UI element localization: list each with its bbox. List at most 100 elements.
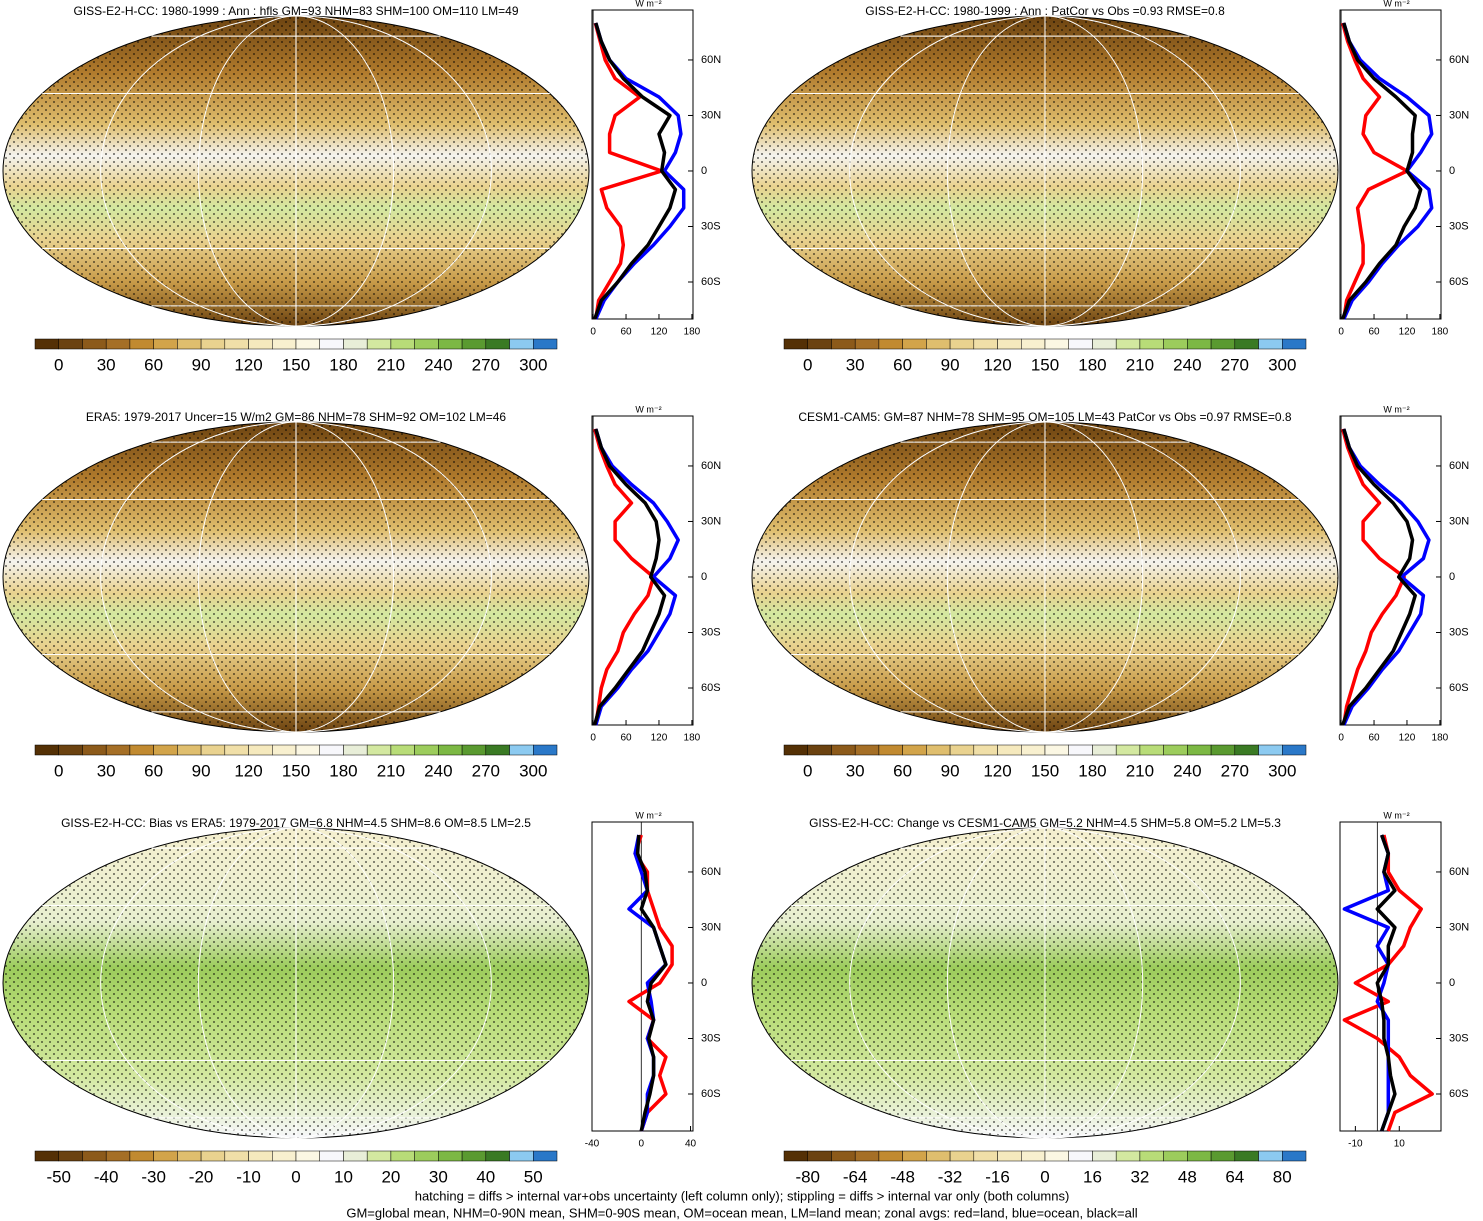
colorbar-label: 40	[476, 1167, 495, 1186]
map	[751, 421, 1339, 733]
colorbar-box	[1068, 1150, 1093, 1162]
y-tick-label: 0	[1449, 571, 1455, 583]
colorbar-box	[902, 1150, 927, 1162]
x-tick-label: 120	[651, 327, 668, 338]
colorbar-box	[1092, 1150, 1117, 1162]
colorbar-box	[1163, 744, 1188, 756]
y-tick-label: 60S	[701, 1088, 721, 1100]
colorbar-box	[926, 1150, 951, 1162]
y-tick-label: 60S	[1449, 276, 1469, 288]
colorbar-box	[783, 744, 808, 756]
colorbar-label: 30	[846, 761, 865, 780]
map	[2, 15, 590, 327]
colorbar-box	[1068, 338, 1093, 350]
map-title: CESM1-CAM5: GM=87 NHM=78 SHM=95 OM=105 L…	[798, 410, 1292, 424]
x-tick-label: 60	[1368, 327, 1380, 338]
colorbar-box	[390, 338, 415, 350]
colorbar-box	[105, 338, 131, 350]
x-axis-label: W m⁻²	[635, 810, 661, 820]
colorbar-box	[319, 744, 344, 756]
colorbar-box	[319, 1150, 344, 1162]
map-title: ERA5: 1979-2017 Uncer=15 W/m2 GM=86 NHM=…	[86, 410, 507, 424]
y-tick-label: 0	[1449, 977, 1455, 989]
colorbar-box	[414, 338, 439, 350]
colorbar-label: -32	[938, 1167, 963, 1186]
colorbar-box	[1258, 1150, 1283, 1162]
colorbar-box	[1163, 338, 1188, 350]
colorbar-box	[1282, 338, 1307, 350]
y-tick-label: 30N	[1449, 109, 1469, 121]
colorbar-box	[248, 338, 273, 350]
colorbar-box	[878, 338, 903, 350]
colorbar-box	[1044, 1150, 1069, 1162]
colorbar-box	[997, 338, 1022, 350]
y-tick-label: 30N	[701, 921, 721, 933]
colorbar-box	[854, 338, 880, 350]
x-tick-label: 180	[684, 327, 701, 338]
colorbar-box	[177, 338, 202, 350]
y-tick-label: 0	[701, 165, 707, 177]
colorbar-box	[1187, 744, 1212, 756]
colorbar-box	[129, 744, 154, 756]
colorbar-label: 0	[291, 1167, 300, 1186]
colorbar-label: 210	[1126, 355, 1154, 374]
colorbar-label: 240	[1173, 761, 1201, 780]
x-axis-label: W m⁻²	[1383, 810, 1409, 820]
zonal-line	[635, 834, 668, 1132]
colorbar-box	[783, 338, 808, 350]
colorbar-box	[878, 744, 903, 756]
x-tick-label: 60	[620, 733, 632, 744]
colorbar-label: 300	[1268, 761, 1296, 780]
zonal-line	[1375, 834, 1397, 1132]
x-tick-label: 0	[1338, 733, 1344, 744]
map	[751, 827, 1339, 1139]
colorbar-box	[1282, 744, 1307, 756]
colorbar-box	[224, 744, 249, 756]
x-tick-label: 10	[1394, 1139, 1406, 1150]
colorbar-label: 270	[1221, 761, 1249, 780]
zonal-line	[594, 428, 680, 726]
zonal-line	[1341, 428, 1417, 726]
colorbar-box	[1282, 1150, 1307, 1162]
colorbar-label: 50	[524, 1167, 543, 1186]
colorbar-box	[926, 338, 951, 350]
colorbar-label: 210	[377, 355, 405, 374]
x-tick-label: 120	[1399, 733, 1416, 744]
colorbar-box	[82, 1150, 107, 1162]
colorbar-label: 240	[424, 761, 452, 780]
x-tick-label: 60	[620, 327, 632, 338]
x-tick-label: 120	[651, 733, 668, 744]
colorbar-box	[153, 744, 178, 756]
colorbar-box	[105, 1150, 131, 1162]
y-tick-label: 0	[701, 977, 707, 989]
colorbar-label: 60	[144, 355, 163, 374]
colorbar-box	[343, 744, 368, 756]
colorbar-box	[1044, 744, 1069, 756]
footer-line: GM=global mean, NHM=0-90N mean, SHM=0-90…	[346, 1205, 1137, 1220]
map	[751, 15, 1339, 327]
colorbar-box	[390, 1150, 415, 1162]
footer-line: hatching = diffs > internal var+obs unce…	[415, 1188, 1070, 1203]
colorbar-box	[153, 338, 178, 350]
colorbar-label: 270	[472, 355, 500, 374]
colorbar-box	[1210, 744, 1236, 756]
x-tick-label: 120	[1399, 327, 1416, 338]
colorbar-label: 16	[1083, 1167, 1102, 1186]
colorbar-box	[1021, 1150, 1046, 1162]
colorbar-label: -20	[189, 1167, 214, 1186]
colorbar-box	[1092, 338, 1117, 350]
colorbar-box	[1258, 744, 1283, 756]
colorbar-label: 240	[424, 355, 452, 374]
zonal-line	[1341, 22, 1423, 320]
colorbar-label: 10	[334, 1167, 353, 1186]
colorbar-box	[949, 338, 975, 350]
colorbar-box	[272, 744, 297, 756]
colorbar-box	[438, 744, 463, 756]
colorbar-label: 0	[803, 761, 812, 780]
colorbar-box	[783, 1150, 808, 1162]
colorbar-label: 90	[941, 761, 960, 780]
x-tick-label: 0	[1338, 327, 1344, 338]
colorbar-box	[58, 1150, 83, 1162]
